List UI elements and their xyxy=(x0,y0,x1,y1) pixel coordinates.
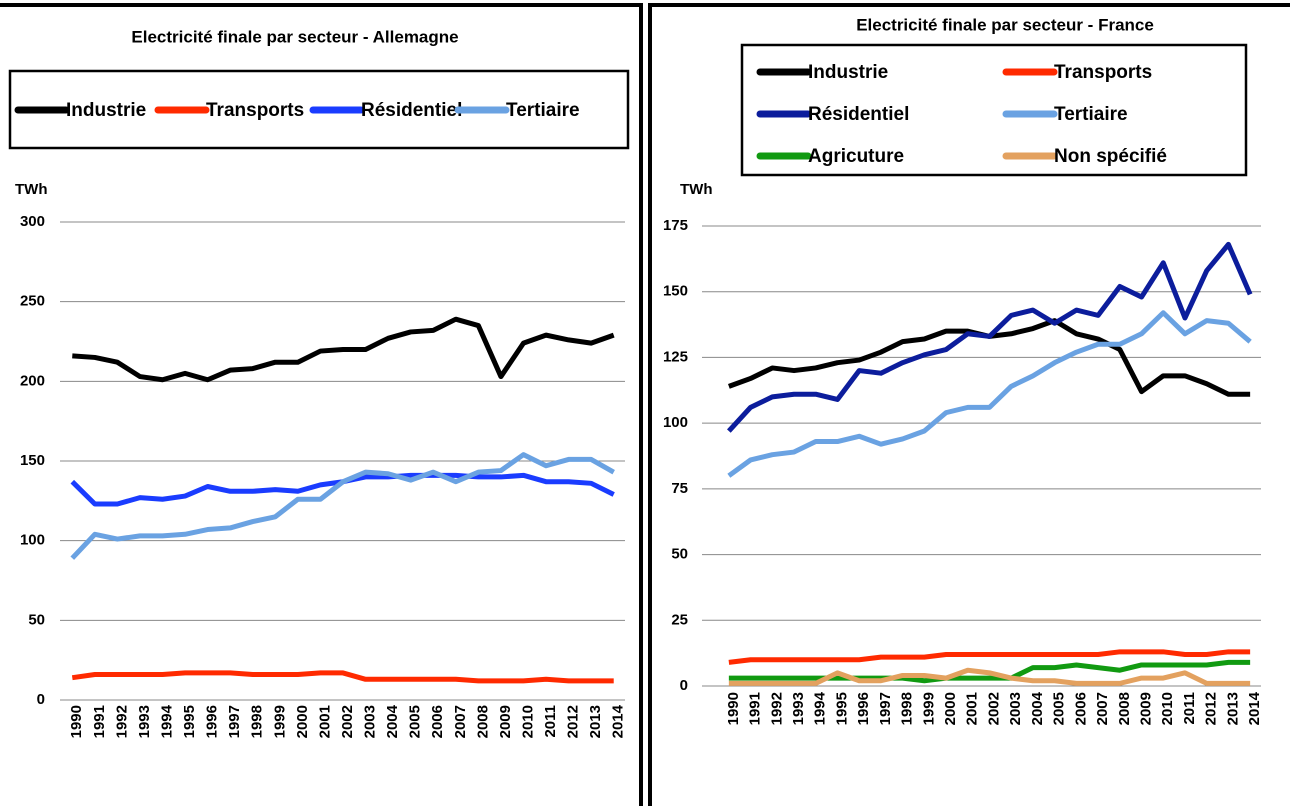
x-tick-label: 2006 xyxy=(429,705,446,738)
legend-label: Résidentiel xyxy=(808,104,909,125)
x-tick-label: 2008 xyxy=(1116,692,1133,725)
series-line xyxy=(727,310,1252,478)
legend-box xyxy=(740,43,1248,177)
legend-label: Industrie xyxy=(66,100,146,121)
legend-label: Résidentiel xyxy=(361,100,462,121)
x-tick-label: 1999 xyxy=(920,692,937,725)
x-tick-label: 1997 xyxy=(226,705,243,738)
x-tick-label: 1990 xyxy=(68,705,85,738)
series-line xyxy=(728,659,1251,684)
y-tick-label: 100 xyxy=(663,414,688,431)
y-tick-label: 150 xyxy=(663,283,688,300)
x-tick-label: 1994 xyxy=(812,691,829,725)
x-tick-label: 2012 xyxy=(1203,692,1220,725)
chart-title: Electricité finale par secteur - France xyxy=(856,15,1154,34)
x-tick-label: 2014 xyxy=(610,704,627,738)
x-tick-label: 2001 xyxy=(316,705,333,738)
legend-label: Non spécifié xyxy=(1054,146,1167,167)
y-tick-label: 50 xyxy=(28,611,45,628)
y-tick-label: 25 xyxy=(671,611,688,628)
x-tick-label: 2010 xyxy=(519,705,536,738)
x-tick-label: 1996 xyxy=(855,692,872,725)
x-tick-label: 1995 xyxy=(181,705,198,738)
legend-label: Tertiaire xyxy=(1054,104,1128,125)
series-line xyxy=(72,316,615,383)
x-tick-label: 1999 xyxy=(271,705,288,738)
y-tick-label: 0 xyxy=(680,677,688,694)
series-line xyxy=(71,670,614,684)
x-tick-label: 2000 xyxy=(942,692,959,725)
y-tick-label: 250 xyxy=(20,293,45,310)
legend-label: Transports xyxy=(1054,62,1152,83)
x-tick-label: 2003 xyxy=(1007,692,1024,725)
series-line xyxy=(70,452,615,560)
x-tick-label: 2013 xyxy=(1224,692,1241,725)
x-tick-label: 2009 xyxy=(1138,692,1155,725)
series-line xyxy=(728,667,1251,686)
y-axis-label: TWh xyxy=(15,181,47,198)
x-tick-label: 2004 xyxy=(384,704,401,738)
x-tick-label: 2007 xyxy=(1094,692,1111,725)
x-tick-label: 1995 xyxy=(833,692,850,725)
x-tick-label: 1994 xyxy=(158,704,175,738)
x-tick-label: 1993 xyxy=(136,705,153,738)
y-tick-label: 150 xyxy=(20,452,45,469)
x-tick-label: 1998 xyxy=(249,705,266,738)
x-tick-label: 2008 xyxy=(474,705,491,738)
y-tick-label: 50 xyxy=(671,546,688,563)
x-tick-label: 1997 xyxy=(877,692,894,725)
x-tick-label: 1992 xyxy=(113,705,130,738)
y-tick-label: 300 xyxy=(20,213,45,230)
x-tick-label: 1993 xyxy=(790,692,807,725)
x-tick-label: 2007 xyxy=(452,705,469,738)
x-tick-label: 2014 xyxy=(1246,691,1263,725)
series-line xyxy=(728,649,1251,665)
y-tick-label: 125 xyxy=(663,348,688,365)
x-tick-label: 2005 xyxy=(1051,692,1068,725)
x-tick-label: 2001 xyxy=(964,692,981,725)
y-tick-label: 75 xyxy=(671,480,688,497)
x-tick-label: 2005 xyxy=(407,705,424,738)
y-axis-label: TWh xyxy=(680,181,712,198)
x-tick-label: 1998 xyxy=(899,692,916,725)
x-tick-label: 2011 xyxy=(542,705,559,738)
x-tick-label: 1990 xyxy=(725,692,742,725)
x-tick-label: 2003 xyxy=(362,705,379,738)
y-tick-label: 200 xyxy=(20,372,45,389)
x-tick-label: 1996 xyxy=(204,705,221,738)
x-tick-label: 2012 xyxy=(565,705,582,738)
x-tick-label: 1992 xyxy=(768,692,785,725)
x-tick-label: 2006 xyxy=(1072,692,1089,725)
x-tick-label: 2004 xyxy=(1029,691,1046,725)
y-tick-label: 175 xyxy=(663,217,688,234)
x-tick-label: 1991 xyxy=(747,692,764,725)
x-tick-label: 2013 xyxy=(587,705,604,738)
legend-label: Agricuture xyxy=(808,146,904,167)
y-tick-label: 0 xyxy=(37,691,45,708)
legend-label: Tertiaire xyxy=(506,100,580,121)
legend-label: Industrie xyxy=(808,62,888,83)
x-tick-label: 2002 xyxy=(339,705,356,738)
y-tick-label: 100 xyxy=(20,532,45,549)
x-tick-label: 2009 xyxy=(497,705,514,738)
legend-box xyxy=(8,69,630,150)
x-tick-label: 2010 xyxy=(1159,692,1176,725)
x-tick-label: 2011 xyxy=(1181,692,1198,725)
x-tick-label: 2002 xyxy=(985,692,1002,725)
legend-label: Transports xyxy=(206,100,304,121)
series-line xyxy=(727,241,1253,433)
x-tick-label: 1991 xyxy=(91,705,108,738)
x-tick-label: 2000 xyxy=(294,705,311,738)
chart-title: Electricité finale par secteur - Allemag… xyxy=(131,27,458,46)
